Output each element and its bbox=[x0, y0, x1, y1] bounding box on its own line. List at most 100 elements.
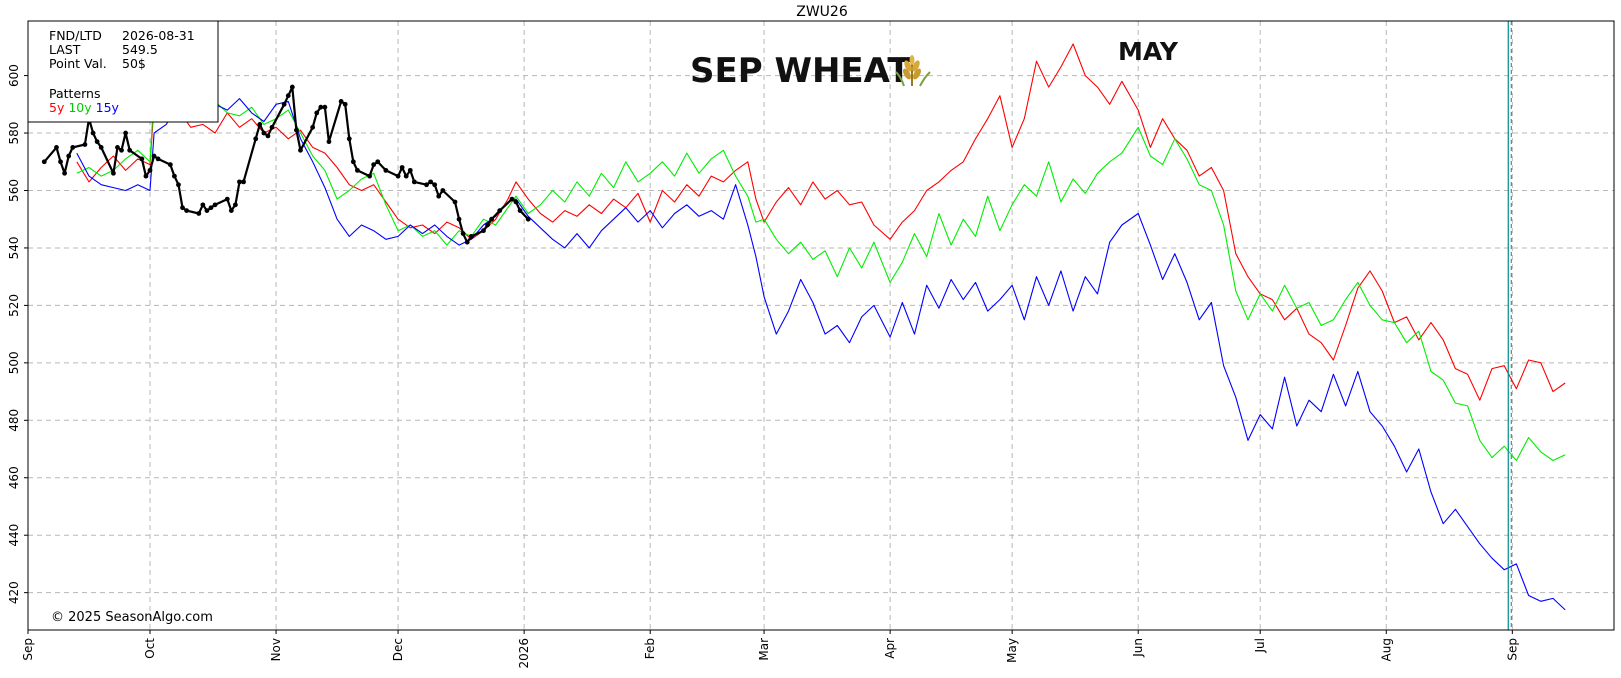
info-point-label: Point Val. bbox=[49, 56, 107, 71]
info-patterns-label: Patterns bbox=[49, 86, 100, 101]
actual-price-point bbox=[314, 110, 320, 116]
series-15y-line bbox=[76, 98, 1566, 611]
x-tick-label: Sep bbox=[21, 638, 35, 661]
actual-price-point bbox=[261, 130, 267, 136]
y-tick-label: 580 bbox=[7, 122, 21, 145]
actual-price-point bbox=[460, 231, 466, 236]
actual-price-point bbox=[342, 101, 348, 107]
may-annotation: MAY bbox=[1118, 37, 1179, 66]
legend-15y: 15y bbox=[96, 100, 120, 115]
actual-price-point bbox=[318, 104, 324, 110]
actual-price-point bbox=[54, 144, 59, 150]
legend-line: 5y 10y 15y bbox=[49, 100, 120, 115]
y-tick-label: 460 bbox=[7, 466, 21, 489]
x-tick-label: 2026 bbox=[517, 638, 531, 669]
x-tick-label: Mar bbox=[757, 638, 771, 661]
actual-price-point bbox=[94, 139, 100, 145]
info-box: FND/LTD 2026-08-31 LAST 549.5 Point Val.… bbox=[27, 20, 219, 123]
actual-price-point bbox=[180, 205, 185, 211]
x-tick-label: Apr bbox=[883, 638, 897, 659]
actual-price-point bbox=[62, 170, 67, 176]
series-10y-line bbox=[76, 92, 1566, 462]
legend-10y: 10y bbox=[68, 100, 92, 115]
actual-price-point bbox=[176, 182, 181, 188]
actual-price-point bbox=[228, 208, 234, 213]
actual-price-point bbox=[115, 144, 120, 150]
actual-price-point bbox=[265, 133, 271, 139]
actual-price-point bbox=[212, 202, 218, 208]
axes: 420 440 460 480 500 520 540 560 580 600 Sep Oct Nov D… bbox=[7, 64, 1519, 668]
actual-price-point bbox=[41, 159, 47, 165]
wheat-icon bbox=[895, 55, 931, 87]
plot-frame bbox=[27, 20, 1615, 631]
y-tick-label: 600 bbox=[7, 64, 21, 87]
actual-price-point bbox=[111, 170, 116, 176]
actual-price-point bbox=[350, 159, 356, 165]
y-tick-label: 540 bbox=[7, 236, 21, 259]
actual-price-point bbox=[167, 162, 173, 168]
actual-price-point bbox=[123, 130, 128, 136]
x-tick-label: May bbox=[1005, 638, 1019, 663]
y-tick-label: 520 bbox=[7, 294, 21, 317]
actual-price-point bbox=[383, 167, 389, 173]
actual-price-point bbox=[485, 222, 490, 228]
actual-price-point bbox=[200, 202, 206, 208]
actual-price-point bbox=[143, 173, 149, 179]
actual-price-point bbox=[395, 173, 401, 179]
actual-price-point bbox=[196, 211, 202, 216]
actual-price-point bbox=[58, 159, 63, 165]
x-tick-label: Nov bbox=[269, 638, 283, 661]
actual-price-point bbox=[155, 156, 161, 162]
overlay-title: SEP WHEAT bbox=[690, 51, 911, 91]
info-fnd-value: 2026-08-31 bbox=[122, 28, 195, 43]
actual-price-point bbox=[509, 196, 515, 202]
actual-price-point bbox=[456, 216, 462, 222]
actual-price-point bbox=[428, 179, 433, 185]
copyright-text: © 2025 SeasonAlgo.com bbox=[51, 610, 213, 625]
actual-price-point bbox=[119, 147, 124, 153]
actual-price-point bbox=[432, 182, 438, 188]
info-last-value: 549.5 bbox=[122, 42, 158, 57]
actual-price-point bbox=[452, 199, 458, 205]
actual-price-point bbox=[298, 147, 303, 153]
actual-price-point bbox=[253, 136, 259, 142]
actual-price-point bbox=[90, 130, 96, 136]
y-tick-label: 440 bbox=[7, 524, 21, 547]
actual-price-point bbox=[489, 216, 494, 222]
actual-price-point bbox=[127, 147, 133, 153]
x-tick-label: Feb bbox=[643, 638, 657, 659]
actual-price-point bbox=[237, 179, 242, 185]
actual-price-point bbox=[481, 228, 486, 234]
actual-price-point bbox=[424, 182, 429, 188]
x-tick-label: Dec bbox=[391, 638, 405, 661]
x-tick-label: Oct bbox=[143, 638, 157, 659]
actual-price-point bbox=[375, 159, 381, 165]
actual-price-point bbox=[399, 165, 405, 170]
x-tick-label: Aug bbox=[1379, 638, 1393, 661]
actual-price-point bbox=[151, 153, 157, 159]
overlay-title-group: SEP WHEAT MAY bbox=[690, 37, 1179, 91]
actual-price-point bbox=[355, 167, 360, 173]
actual-price-point bbox=[204, 208, 210, 213]
y-tick-label: 500 bbox=[7, 351, 21, 374]
actual-price-point bbox=[82, 142, 88, 147]
actual-price-point bbox=[338, 99, 344, 104]
actual-price-point bbox=[269, 124, 275, 130]
actual-price-point bbox=[289, 84, 295, 90]
actual-price-point bbox=[322, 104, 328, 110]
legend-5y: 5y bbox=[49, 100, 65, 115]
actual-price-point bbox=[98, 144, 104, 150]
actual-price-point bbox=[281, 101, 287, 107]
actual-price-point bbox=[285, 93, 291, 99]
actual-price-point bbox=[172, 173, 177, 179]
actual-price-point bbox=[326, 139, 332, 145]
actual-price-point bbox=[346, 136, 352, 142]
series-5y-line bbox=[76, 43, 1566, 401]
actual-price-point bbox=[411, 179, 417, 185]
actual-price-point bbox=[403, 173, 409, 179]
actual-price-point bbox=[208, 205, 214, 211]
actual-price-point bbox=[184, 208, 190, 213]
series-layer bbox=[41, 21, 1566, 630]
actual-price-point bbox=[70, 144, 76, 150]
